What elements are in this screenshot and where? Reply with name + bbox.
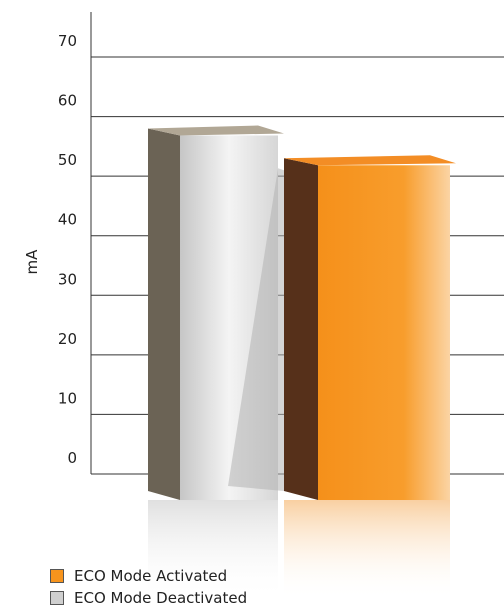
legend-item-deactivated: ECO Mode Deactivated xyxy=(50,587,247,609)
bar-activated xyxy=(284,155,456,600)
bar-top-activated xyxy=(284,155,456,166)
y-axis-label: mA xyxy=(23,249,41,275)
y-tick-label-60: 60 xyxy=(58,92,77,110)
y-tick-label-10: 10 xyxy=(58,389,77,407)
legend-label-activated: ECO Mode Activated xyxy=(74,567,228,585)
y-tick-label-30: 30 xyxy=(58,270,77,288)
bar-top-deactivated xyxy=(148,125,284,136)
bar-reflection-deactivated xyxy=(148,500,278,600)
bar-side-deactivated xyxy=(148,128,180,500)
bar-cast-shadow xyxy=(228,168,284,491)
y-tick-label-50: 50 xyxy=(58,151,77,169)
bar-front-activated xyxy=(318,165,450,500)
bar-reflection-activated xyxy=(284,500,450,600)
legend-label-deactivated: ECO Mode Deactivated xyxy=(74,589,248,607)
bar-side-activated xyxy=(284,158,318,500)
legend-swatch-deactivated xyxy=(50,591,64,605)
bars xyxy=(148,125,456,600)
y-tick-label-40: 40 xyxy=(58,211,77,229)
y-tick-label-70: 70 xyxy=(58,32,77,50)
y-tick-label-0: 0 xyxy=(67,449,77,467)
legend: ECO Mode Activated ECO Mode Deactivated xyxy=(50,565,247,609)
legend-item-activated: ECO Mode Activated xyxy=(50,565,247,587)
legend-swatch-activated xyxy=(50,569,64,583)
y-axis-ticks: 0 10 20 30 40 50 60 70 xyxy=(58,32,77,467)
y-tick-label-20: 20 xyxy=(58,330,77,348)
